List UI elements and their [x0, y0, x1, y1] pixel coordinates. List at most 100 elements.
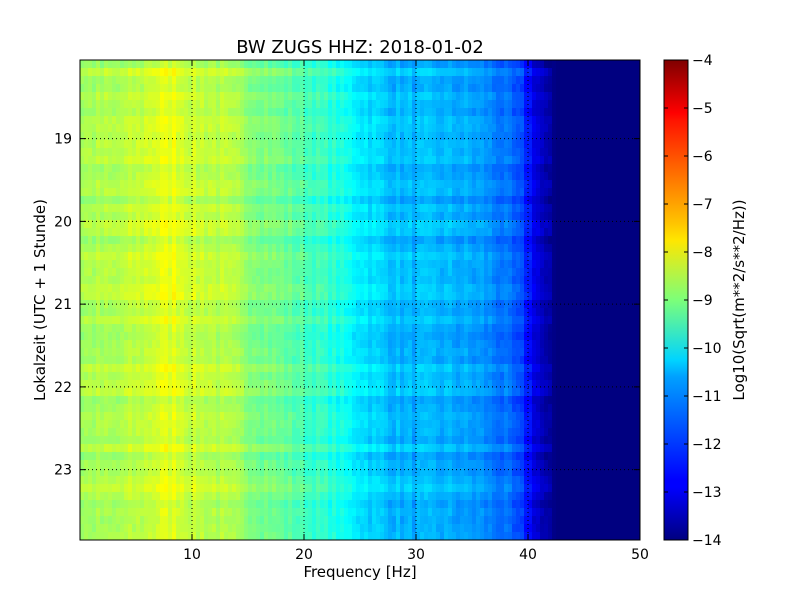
heatmap-cell: [224, 108, 229, 117]
heatmap-cell: [332, 92, 337, 101]
heatmap-cell: [140, 236, 145, 245]
heatmap-cell: [132, 252, 137, 261]
heatmap-cell: [468, 316, 473, 325]
heatmap-cell: [564, 124, 569, 133]
heatmap-cell: [540, 172, 545, 181]
heatmap-cell: [488, 252, 493, 261]
heatmap-cell: [624, 124, 629, 133]
heatmap-cell: [544, 132, 549, 141]
heatmap-cell: [268, 204, 273, 213]
heatmap-cell: [432, 148, 437, 157]
heatmap-cell: [120, 228, 125, 237]
heatmap-cell: [512, 180, 517, 189]
heatmap-cell: [232, 212, 237, 221]
heatmap-cell: [404, 156, 409, 165]
heatmap-cell: [220, 228, 225, 237]
heatmap-cell: [304, 340, 309, 349]
heatmap-cell: [268, 92, 273, 101]
heatmap-cell: [84, 332, 89, 341]
heatmap-cell: [432, 284, 437, 293]
heatmap-cell: [476, 116, 481, 125]
heatmap-cell: [236, 308, 241, 317]
heatmap-cell: [384, 284, 389, 293]
heatmap-cell: [192, 316, 197, 325]
heatmap-cell: [464, 244, 469, 253]
heatmap-cell: [424, 68, 429, 77]
heatmap-cell: [272, 108, 277, 117]
heatmap-cell: [436, 212, 441, 221]
heatmap-cell: [80, 172, 85, 181]
heatmap-cell: [96, 268, 101, 277]
heatmap-cell: [260, 132, 265, 141]
heatmap-cell: [156, 172, 161, 181]
heatmap-cell: [212, 132, 217, 141]
heatmap-cell: [608, 300, 613, 309]
heatmap-cell: [568, 228, 573, 237]
heatmap-cell: [464, 220, 469, 229]
heatmap-cell: [508, 132, 513, 141]
heatmap-cell: [128, 196, 133, 205]
heatmap-cell: [196, 284, 201, 293]
heatmap-cell: [284, 92, 289, 101]
heatmap-cell: [316, 212, 321, 221]
heatmap-cell: [100, 244, 105, 253]
heatmap-cell: [460, 260, 465, 269]
heatmap-cell: [408, 84, 413, 93]
heatmap-cell: [340, 268, 345, 277]
heatmap-cell: [356, 92, 361, 101]
heatmap-cell: [384, 252, 389, 261]
heatmap-cell: [548, 76, 553, 85]
heatmap-cell: [288, 132, 293, 141]
heatmap-cell: [276, 284, 281, 293]
heatmap-cell: [516, 164, 521, 173]
heatmap-cell: [116, 228, 121, 237]
heatmap-cell: [292, 220, 297, 229]
heatmap-cell: [176, 156, 181, 165]
heatmap-cell: [524, 276, 529, 285]
heatmap-cell: [384, 276, 389, 285]
heatmap-cell: [412, 236, 417, 245]
heatmap-cell: [128, 324, 133, 333]
heatmap-cell: [136, 92, 141, 101]
heatmap-cell: [184, 76, 189, 85]
heatmap-cell: [108, 292, 113, 301]
heatmap-cell: [204, 204, 209, 213]
heatmap-cell: [488, 180, 493, 189]
heatmap-cell: [328, 60, 333, 69]
heatmap-cell: [592, 148, 597, 157]
heatmap-cell: [356, 100, 361, 109]
heatmap-cell: [372, 132, 377, 141]
heatmap-cell: [120, 196, 125, 205]
heatmap-cell: [252, 340, 257, 349]
heatmap-cell: [232, 108, 237, 117]
heatmap-cell: [428, 140, 433, 149]
heatmap-cell: [232, 276, 237, 285]
heatmap-cell: [348, 292, 353, 301]
heatmap-cell: [360, 60, 365, 69]
heatmap-cell: [508, 236, 513, 245]
heatmap-cell: [112, 204, 117, 213]
heatmap-cell: [544, 244, 549, 253]
heatmap-cell: [364, 300, 369, 309]
heatmap-cell: [616, 84, 621, 93]
heatmap-cell: [104, 260, 109, 269]
heatmap-cell: [572, 100, 577, 109]
heatmap-cell: [328, 204, 333, 213]
heatmap-cell: [164, 212, 169, 221]
heatmap-cell: [256, 100, 261, 109]
heatmap-cell: [524, 108, 529, 117]
heatmap-cell: [212, 260, 217, 269]
heatmap-cell: [116, 164, 121, 173]
heatmap-cell: [584, 172, 589, 181]
heatmap-cell: [548, 268, 553, 277]
heatmap-cell: [392, 220, 397, 229]
heatmap-cell: [536, 244, 541, 253]
heatmap-cell: [476, 276, 481, 285]
heatmap-cell: [356, 260, 361, 269]
heatmap-cell: [292, 156, 297, 165]
heatmap-cell: [352, 180, 357, 189]
heatmap-cell: [512, 172, 517, 181]
heatmap-cell: [536, 76, 541, 85]
heatmap-cell: [192, 180, 197, 189]
heatmap-cell: [116, 284, 121, 293]
